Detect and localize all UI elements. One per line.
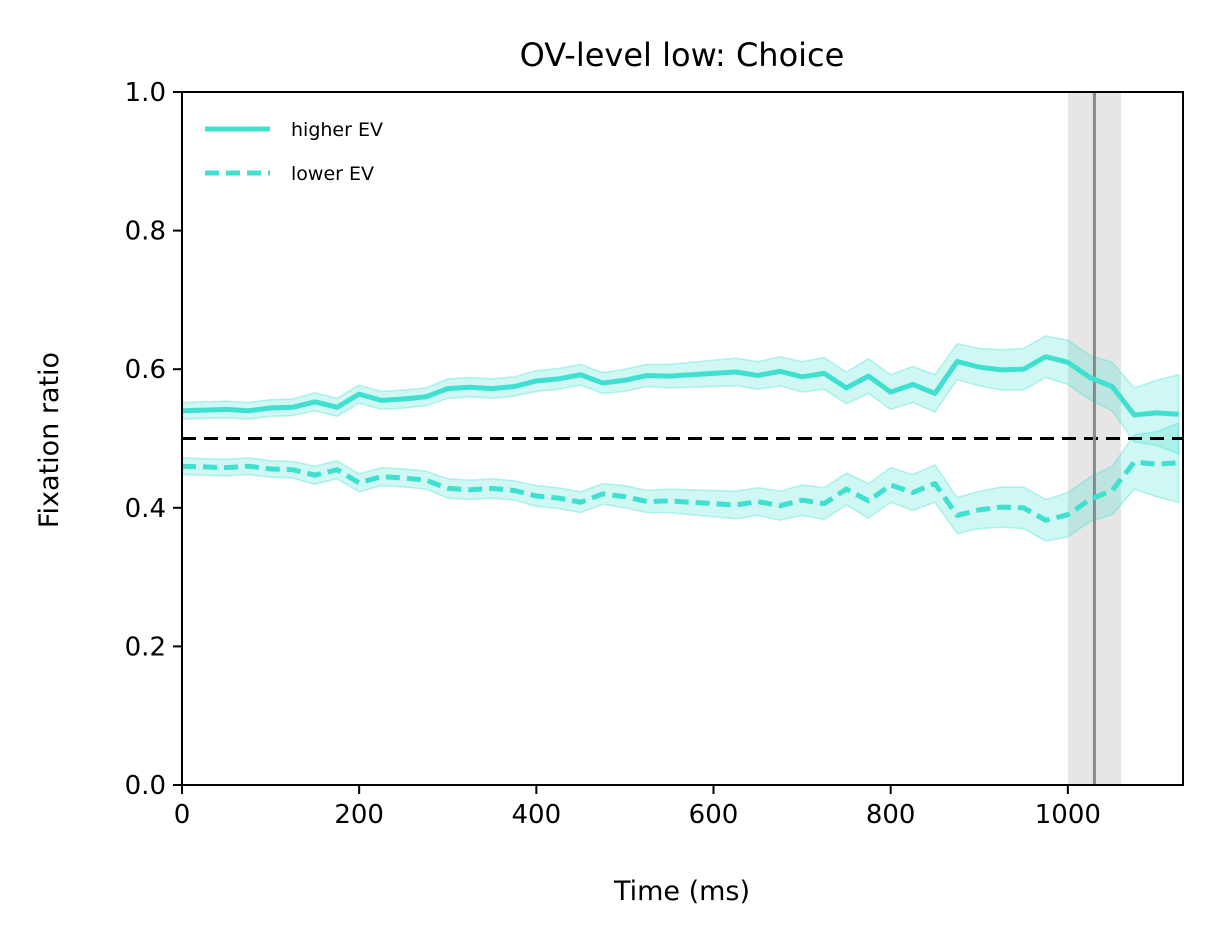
x-tick-label: 400 (512, 800, 562, 830)
y-tick-label: 0.6 (125, 355, 166, 385)
x-axis-label: Time (ms) (613, 876, 750, 907)
y-tick-label: 0.8 (125, 217, 166, 247)
x-tick-label: 200 (334, 800, 384, 830)
x-tick-label: 0 (174, 800, 191, 830)
plot-frame (181, 91, 1184, 786)
series-line-higher-ev (182, 354, 1179, 418)
legend-label-higher-ev: higher EV (291, 119, 383, 141)
legend-label-lower-ev: lower EV (291, 163, 374, 185)
x-tick-label: 800 (866, 800, 916, 830)
y-tick-label: 0.4 (125, 494, 166, 524)
confidence-band-lower-ev (182, 422, 1180, 542)
y-tick-label: 1.0 (125, 78, 166, 108)
series-line-lower-ev (182, 459, 1179, 523)
axis-ticks: 0 200 400 600 800 1000 0.0 0.2 0.4 0.6 0.8 1.0 (125, 78, 1101, 830)
x-tick-label: 1000 (1035, 800, 1101, 830)
y-axis-label: Fixation ratio (34, 352, 65, 528)
confidence-band-higher-ev (182, 335, 1180, 455)
axes-frame (181, 91, 1184, 786)
legend: higher EV lower EV (205, 119, 383, 185)
x-tick-label: 600 (689, 800, 739, 830)
y-tick-label: 0.2 (125, 632, 166, 662)
y-tick-label: 0.0 (125, 771, 166, 801)
plot-area (182, 92, 1183, 785)
chart-title: OV-level low: Choice (520, 36, 845, 74)
plot-content (182, 92, 1183, 785)
